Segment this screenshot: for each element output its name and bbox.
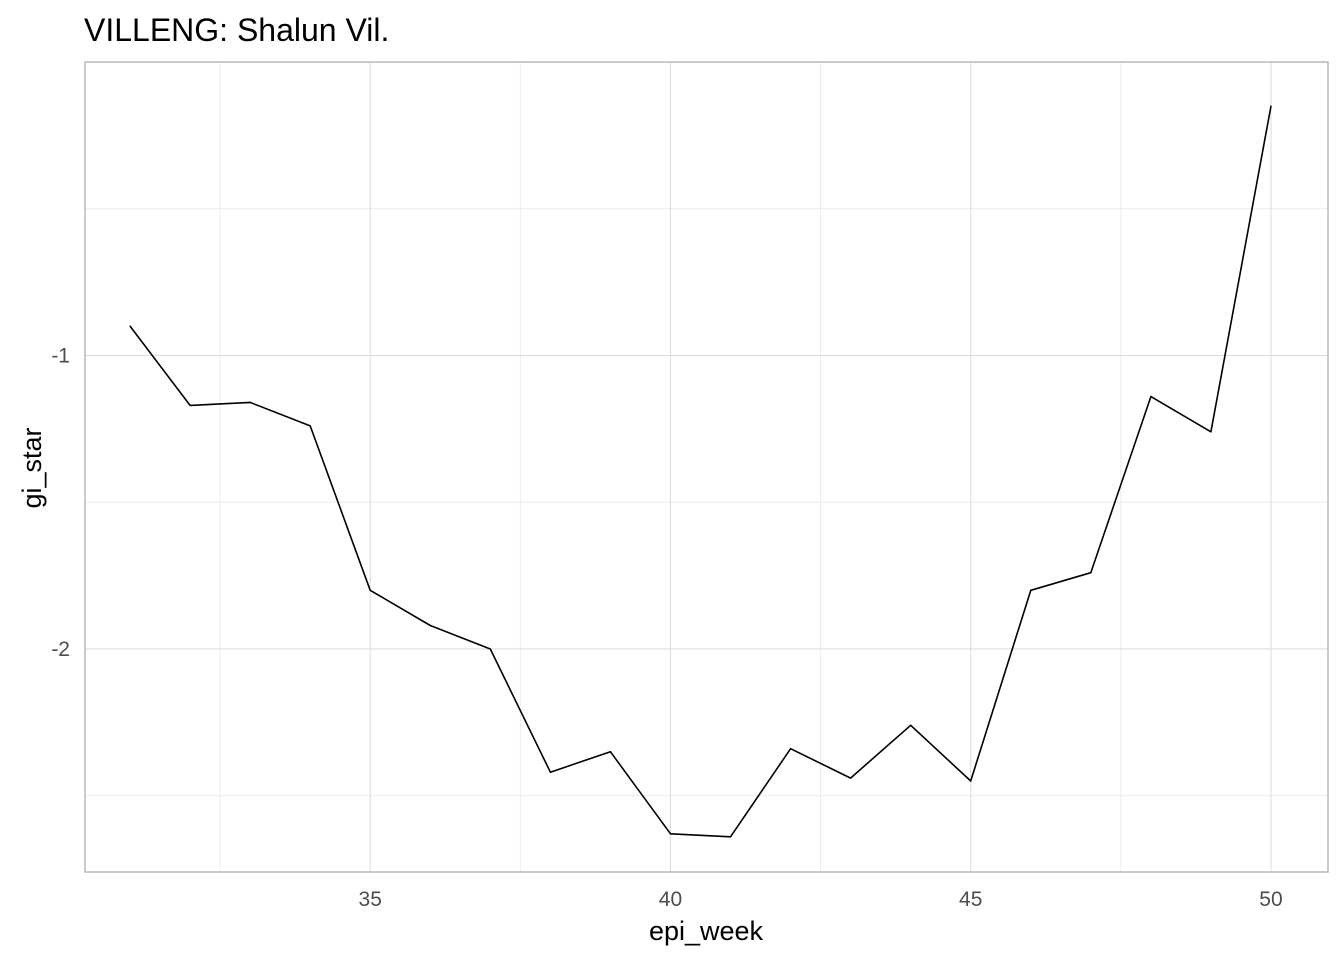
y-tick-label: -2 [51, 638, 70, 661]
data-point [669, 833, 672, 835]
data-point [489, 648, 491, 650]
x-tick-label: 35 [359, 888, 382, 911]
x-tick-label: 45 [959, 888, 982, 911]
data-point [1270, 105, 1272, 107]
data-point [789, 748, 792, 750]
x-axis-ticks: 35 40 45 50 [359, 888, 1283, 911]
data-point [249, 401, 251, 404]
grid [85, 62, 1328, 872]
data-point [429, 624, 431, 627]
y-axis-title: gi_star [17, 427, 47, 508]
series-line [129, 105, 1272, 838]
data-point [129, 325, 131, 327]
data-point [1090, 572, 1092, 574]
data-point [549, 771, 551, 773]
data-points [129, 105, 1272, 838]
data-point [910, 724, 912, 726]
x-tick-label: 40 [659, 888, 682, 911]
data-point [609, 751, 612, 753]
data-point [1210, 431, 1212, 433]
data-point [970, 780, 972, 782]
y-tick-label: -1 [51, 344, 70, 367]
data-point [369, 589, 371, 591]
data-point [1030, 589, 1032, 591]
x-axis-title: epi_week [649, 916, 764, 946]
data-point [309, 425, 311, 427]
data-point [850, 777, 852, 779]
chart-title: VILLENG: Shalun Vil. [84, 12, 389, 48]
data-point [729, 836, 732, 838]
data-point [189, 404, 191, 406]
x-tick-label: 50 [1259, 888, 1282, 911]
plot-panel [84, 61, 1329, 873]
data-point [1150, 395, 1152, 398]
y-axis-ticks: -1 -2 [51, 344, 70, 660]
